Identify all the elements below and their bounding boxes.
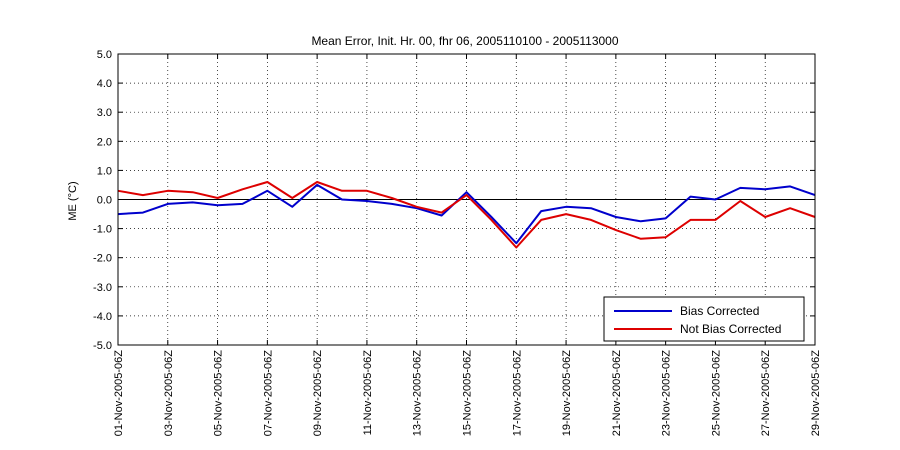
y-tick-label: -1.0 [93,224,112,236]
y-tick-label: 2.0 [97,136,112,148]
x-tick-label: 17-Nov-2005-06Z [511,350,523,436]
x-tick-label: 01-Nov-2005-06Z [113,350,125,436]
legend-box [603,296,805,342]
plot-frame [117,53,816,346]
y-tick-label: 5.0 [97,49,112,61]
x-tick-label: 25-Nov-2005-06Z [710,350,722,436]
legend-label: Not Bias Corrected [680,322,781,336]
x-tick-label: 05-Nov-2005-06Z [213,350,225,436]
x-tick-label: 29-Nov-2005-06Z [810,350,822,436]
data-series [117,181,816,249]
chart-title: Mean Error, Init. Hr. 00, fhr 06, 200511… [311,34,618,48]
x-tick-label: 23-Nov-2005-06Z [661,350,673,436]
y-tick-label: -4.0 [93,311,112,323]
x-tick-label: 03-Nov-2005-06Z [163,350,175,436]
x-tick-label: 15-Nov-2005-06Z [462,350,474,436]
x-tick-label: 21-Nov-2005-06Z [611,350,623,436]
y-tick-labels: 5.0 4.0 3.0 2.0 1.0 0.0 -1.0 -2.0 -3.0 -4.0 -5.0 [93,49,112,352]
x-tick-labels: 01-Nov-2005-06Z 03-Nov-2005-06Z 05-Nov-200… [113,350,822,436]
legend: Bias Corrected Not Bias Corrected [603,296,805,342]
legend-label: Bias Corrected [680,304,759,318]
x-tick-label: 19-Nov-2005-06Z [561,350,573,436]
x-tick-label: 07-Nov-2005-06Z [262,350,274,436]
x-tick-label: 09-Nov-2005-06Z [312,350,324,436]
series-line-not-bias-corrected [117,181,816,249]
y-tick-label: -3.0 [93,282,112,294]
series-line-bias-corrected [117,183,816,245]
x-tick-label: 13-Nov-2005-06Z [412,350,424,436]
x-tick-label: 11-Nov-2005-06Z [362,350,374,436]
axes [117,53,816,346]
y-tick-label: 1.0 [97,165,112,177]
y-tick-label: 0.0 [97,195,112,207]
y-axis-label: ME (°C) [67,181,79,220]
y-tick-label: 4.0 [97,78,112,90]
y-tick-label: 3.0 [97,107,112,119]
x-tick-label: 27-Nov-2005-06Z [760,350,772,436]
y-tick-label: -2.0 [93,253,112,265]
y-tick-label: -5.0 [93,340,112,352]
